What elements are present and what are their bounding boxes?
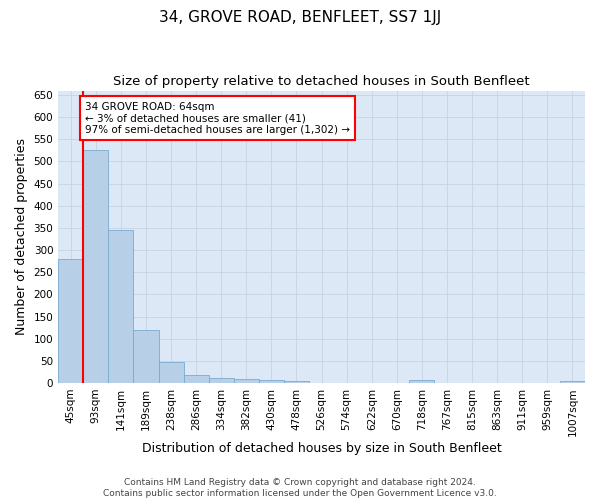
Bar bbox=[109, 230, 133, 383]
Title: Size of property relative to detached houses in South Benfleet: Size of property relative to detached ho… bbox=[113, 75, 530, 88]
Bar bbox=[58, 259, 83, 383]
Bar bbox=[209, 378, 234, 383]
Bar bbox=[409, 380, 434, 383]
Bar bbox=[234, 379, 259, 383]
Y-axis label: Number of detached properties: Number of detached properties bbox=[15, 138, 28, 336]
Bar bbox=[83, 150, 109, 383]
Bar bbox=[184, 375, 209, 383]
Bar bbox=[133, 330, 158, 383]
Text: 34, GROVE ROAD, BENFLEET, SS7 1JJ: 34, GROVE ROAD, BENFLEET, SS7 1JJ bbox=[159, 10, 441, 25]
Bar bbox=[284, 382, 309, 383]
Text: 34 GROVE ROAD: 64sqm
← 3% of detached houses are smaller (41)
97% of semi-detach: 34 GROVE ROAD: 64sqm ← 3% of detached ho… bbox=[85, 102, 350, 135]
Bar bbox=[560, 381, 585, 383]
Bar bbox=[259, 380, 284, 383]
Text: Contains HM Land Registry data © Crown copyright and database right 2024.
Contai: Contains HM Land Registry data © Crown c… bbox=[103, 478, 497, 498]
X-axis label: Distribution of detached houses by size in South Benfleet: Distribution of detached houses by size … bbox=[142, 442, 502, 455]
Bar bbox=[158, 362, 184, 383]
